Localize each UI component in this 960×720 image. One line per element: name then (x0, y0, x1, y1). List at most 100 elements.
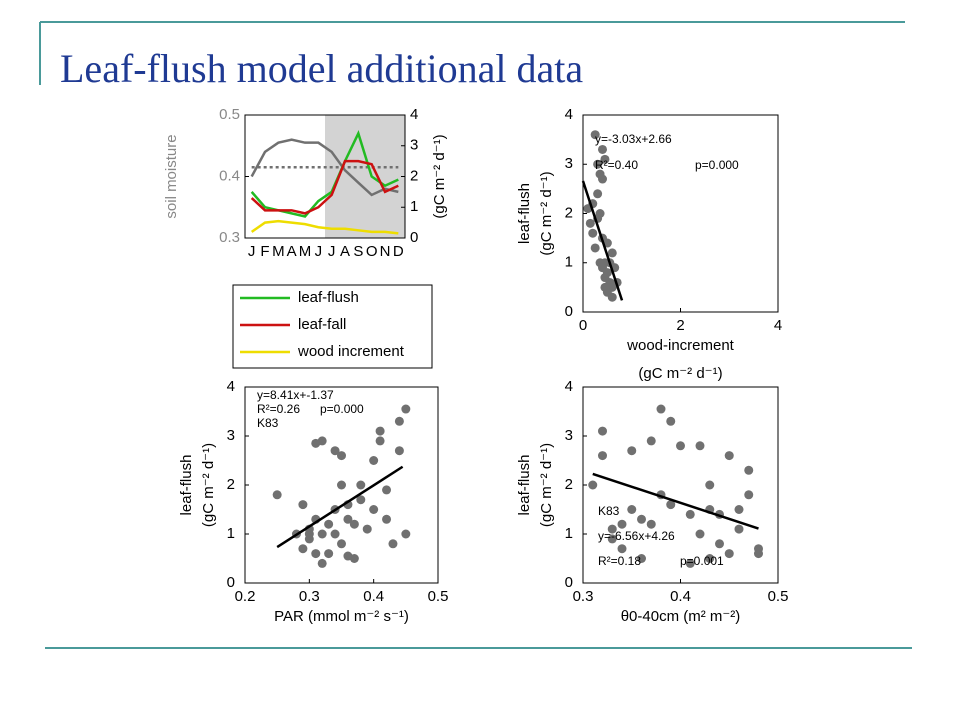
y-axis-label: leaf-flush (516, 183, 533, 244)
y-tick-label: 0 (565, 574, 573, 591)
y2-tick-label: 3 (410, 137, 418, 154)
scatter-point (337, 480, 346, 490)
y-axis-label: (gC m⁻² d⁻¹) (200, 443, 217, 527)
scatter-point (715, 539, 724, 549)
scatter-point (324, 549, 334, 559)
x-axis-label: θ0-40cm (m² m⁻²) (621, 608, 741, 625)
annotation: y=-3.03x+2.66 (595, 132, 672, 146)
scatter-point (598, 426, 607, 436)
x-tick-label: J (328, 243, 336, 260)
y-axis-label: (gC m⁻² d⁻¹) (538, 171, 555, 255)
scatter-point (324, 519, 334, 529)
scatter-point (600, 154, 610, 164)
x-tick-label: J (248, 243, 256, 260)
fit-line (581, 180, 624, 301)
x-tick-label: 0.4 (670, 588, 691, 605)
y2-axis-label: (gC m⁻² d⁻¹) (431, 134, 448, 218)
scatter-point (317, 436, 327, 446)
scatter-point (394, 446, 404, 456)
x-tick-label: O (366, 243, 378, 260)
scatter-point (617, 544, 627, 554)
x-tick-label: F (260, 243, 269, 260)
legend-label: wood increment (297, 343, 405, 360)
x-tick-label: D (393, 243, 404, 260)
scatter-point (598, 451, 607, 461)
annotation: K83 (257, 416, 279, 430)
scatter-point (590, 130, 600, 140)
scatter-point (744, 465, 754, 475)
scatter-point (593, 189, 603, 199)
y-tick-label: 4 (227, 378, 235, 395)
scatter-point (394, 416, 404, 426)
x-tick-label: M (272, 243, 285, 260)
scatter-point (590, 243, 600, 253)
scatter-point (695, 441, 705, 451)
scatter-point (724, 549, 734, 559)
x-tick-label: 0.3 (573, 588, 594, 605)
scatter-point (598, 174, 607, 184)
scatter-point (627, 505, 637, 514)
x-tick-label: 0.4 (363, 588, 384, 605)
x-tick-label: S (353, 243, 363, 260)
x-tick-label: A (287, 243, 297, 260)
y2-tick-label: 2 (410, 167, 418, 184)
x-tick-label: 0.5 (768, 588, 789, 605)
scatter-point (401, 529, 411, 539)
slide-title: Leaf-flush model additional data (60, 46, 583, 91)
scatter-point (676, 441, 685, 451)
x-axis-label: PAR (mmol m⁻² s⁻¹) (274, 608, 409, 625)
legend-label: leaf-flush (298, 289, 359, 306)
scatter-point (349, 554, 359, 563)
scatter-point (637, 514, 646, 524)
scatter-point (656, 404, 666, 414)
annotation: R²=0.26 (257, 402, 300, 416)
scatter-point (593, 159, 603, 169)
y-tick-label: 2 (227, 476, 235, 493)
scatter-point (304, 529, 314, 539)
y-tick-label: 1 (565, 254, 573, 271)
scatter-point (600, 282, 610, 292)
scatter-point (388, 539, 398, 549)
x-tick-label: 0.2 (235, 588, 256, 605)
y-tick-label: 2 (565, 204, 573, 221)
x-tick-label: N (380, 243, 391, 260)
y2-tick-label: 4 (410, 106, 418, 123)
scatter-point (375, 436, 385, 446)
scatter-point (298, 500, 308, 510)
scatter-point (311, 549, 321, 559)
scatter-point (272, 490, 282, 500)
annotation: y=-6.56x+4.26 (598, 529, 675, 543)
y-axis-label: (gC m⁻² d⁻¹) (538, 443, 555, 527)
data-line (250, 138, 399, 197)
x-tick-label: 0.5 (428, 588, 449, 605)
annotation: y=8.41x+-1.37 (257, 388, 334, 402)
scatter-point (666, 500, 676, 510)
y-axis-label: leaf-flush (178, 455, 195, 516)
scatter-point (375, 426, 385, 436)
data-line (250, 219, 399, 235)
annotation: R²=0.18 (598, 554, 641, 568)
fit-line (276, 465, 404, 549)
scatter-point (600, 273, 610, 283)
annotation: p=0.001 (680, 554, 724, 568)
scatter-point (330, 446, 340, 456)
legend-label: leaf-fall (298, 316, 346, 333)
y-axis-label: leaf-flush (516, 455, 533, 516)
y-tick-label: 1 (227, 525, 235, 542)
x-axis-label: wood-increment (626, 337, 735, 354)
y-tick-label: 4 (565, 106, 573, 123)
scatter-point (607, 524, 617, 534)
scatter-point (317, 558, 327, 568)
scatter-point (382, 485, 392, 495)
scatter-point (724, 451, 734, 461)
x-tick-label: 0 (579, 317, 587, 334)
y-tick-label: 0.4 (219, 167, 240, 184)
scatter-point (356, 495, 366, 505)
scatter-point (607, 292, 617, 302)
scatter-point (646, 519, 656, 529)
scatter-point (627, 446, 637, 456)
y-tick-label: 0 (565, 303, 573, 320)
x-tick-label: A (340, 243, 350, 260)
scatter-point (705, 554, 715, 563)
